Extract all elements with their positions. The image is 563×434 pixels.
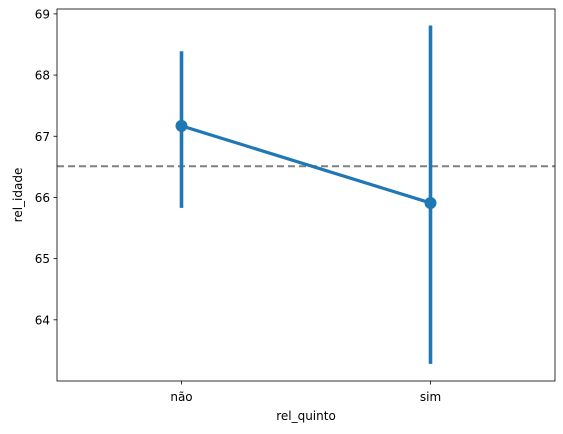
data-point-1 [175, 119, 188, 132]
plot-area [57, 25, 555, 364]
x-axis-label: rel_quinto [276, 409, 336, 423]
axes-frame [56, 8, 556, 382]
y-tick-label: 69 [35, 7, 50, 21]
data-point-2 [424, 196, 437, 209]
y-tick-label: 65 [35, 252, 50, 266]
y-tick-label: 66 [35, 191, 50, 205]
y-tick-label: 68 [35, 69, 50, 83]
y-tick-label: 64 [35, 313, 50, 327]
y-axis: 64 65 66 67 68 69 [35, 7, 57, 327]
series-line [181, 124, 431, 205]
y-tick-label: 67 [35, 130, 50, 144]
x-tick-label: sim [420, 390, 441, 404]
y-axis-label: rel_idade [11, 168, 25, 223]
x-tick-label: não [170, 390, 192, 404]
x-axis: não sim [170, 381, 441, 404]
